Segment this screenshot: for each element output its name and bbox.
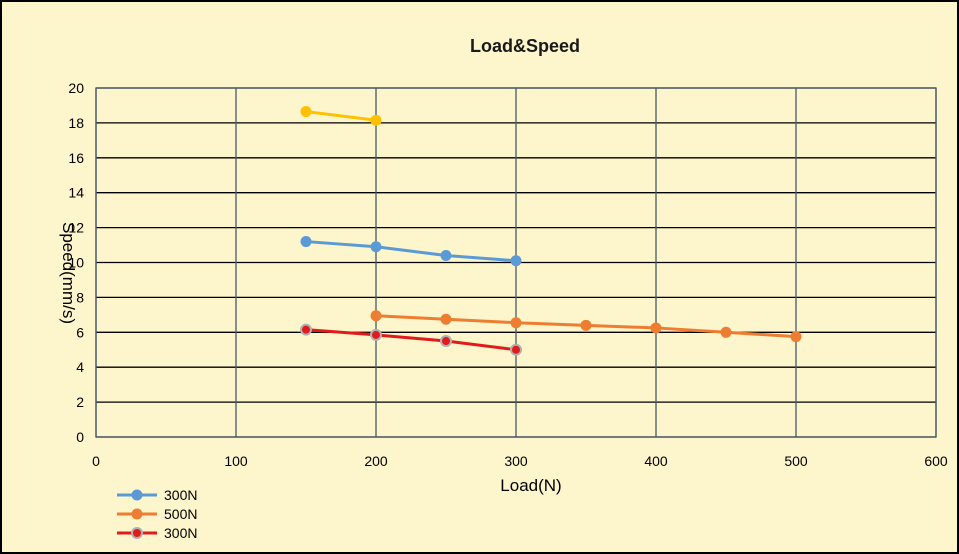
x-tick-label: 0	[92, 453, 100, 469]
data-point	[300, 323, 312, 336]
legend-swatch-marker	[131, 508, 143, 520]
data-point	[370, 310, 382, 322]
x-tick-label: 300	[504, 453, 528, 469]
legend-item: 300N	[117, 487, 197, 503]
data-point	[650, 322, 662, 334]
plot-border	[95, 87, 937, 438]
y-tick-label: 4	[76, 359, 84, 375]
x-axis-label: Load(N)	[500, 476, 561, 495]
legend: 300N 500N 300N	[117, 487, 197, 541]
y-tick-label: 12	[68, 220, 84, 236]
y-tick-label: 0	[76, 429, 84, 445]
chart-title: Load&Speed	[470, 36, 580, 56]
data-point	[720, 326, 732, 338]
y-tick-label: 20	[68, 80, 84, 96]
data-point	[370, 328, 382, 341]
legend-swatch-marker	[131, 527, 143, 539]
y-tick-label: 14	[68, 185, 84, 201]
y-tick-label: 10	[68, 255, 84, 271]
series-line	[305, 240, 517, 263]
legend-swatch-marker	[131, 489, 143, 501]
series-3	[300, 106, 382, 126]
data-point	[440, 250, 452, 262]
x-tick-label: 100	[224, 453, 248, 469]
x-tick-label: 600	[924, 453, 948, 469]
data-point	[300, 106, 312, 118]
legend-item: 500N	[117, 506, 197, 522]
series-line	[305, 110, 377, 122]
y-tick-label: 2	[76, 394, 84, 410]
series-0	[300, 236, 522, 267]
data-point	[510, 255, 522, 267]
x-tick-label: 200	[364, 453, 388, 469]
series-1	[370, 310, 802, 343]
legend-label: 300N	[164, 487, 197, 503]
y-tick-label: 8	[76, 289, 84, 305]
data-point	[580, 319, 592, 331]
series-line	[305, 328, 517, 352]
data-point	[300, 236, 312, 248]
data-point	[440, 335, 452, 348]
data-point	[510, 343, 522, 356]
data-point	[370, 114, 382, 126]
x-tick-label: 400	[644, 453, 668, 469]
series-layer	[300, 106, 802, 356]
y-tick-label: 6	[76, 324, 84, 340]
data-point	[790, 331, 802, 343]
y-axis-label: Speed(mm/s)	[59, 222, 78, 324]
series-2	[300, 323, 522, 356]
y-tick-label: 16	[68, 150, 84, 166]
legend-label: 300N	[164, 525, 197, 541]
data-point	[440, 313, 452, 325]
data-point	[510, 317, 522, 329]
legend-item: 300N	[117, 525, 197, 541]
legend-label: 500N	[164, 506, 197, 522]
x-tick-label: 500	[784, 453, 808, 469]
y-tick-label: 18	[68, 115, 84, 131]
data-point	[370, 241, 382, 253]
